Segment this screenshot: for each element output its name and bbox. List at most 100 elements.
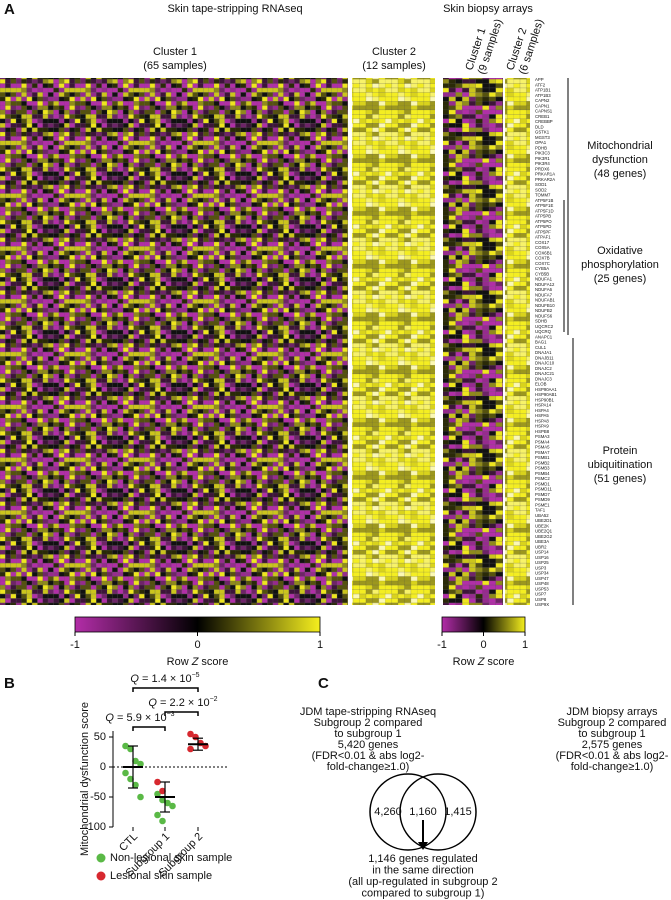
data-point: [132, 757, 139, 765]
gene-label: USP34: [535, 571, 549, 576]
label-part: Z: [191, 656, 200, 668]
gene-label: USP48: [535, 581, 549, 586]
gene-label: NDUFA6: [535, 287, 553, 292]
set-description: fold-change≥1.0): [327, 761, 409, 773]
gene-label: UBE2G2: [535, 534, 553, 539]
cluster-label: Cluster 1: [153, 46, 197, 58]
set-description: Subgroup 2 compared: [558, 717, 667, 729]
group-label: ubiquitination: [588, 459, 653, 471]
gene-label: APP: [535, 77, 544, 82]
gene-label: UBR2: [535, 544, 547, 549]
venn-circle: [369, 773, 447, 851]
gene-label: UBE3A: [535, 539, 549, 544]
gene-label: COX6B1: [535, 250, 553, 255]
gene-label: PRKAR2A: [535, 177, 555, 182]
group-label: Mitochondrial: [587, 140, 652, 152]
title: Skin tape-stripping RNAseq: [167, 3, 302, 15]
gene-label: HSP90AA1: [535, 387, 557, 392]
gene-label: USP8: [535, 597, 547, 602]
venn-count: 1,160: [409, 806, 437, 818]
set-description: 5,420 genes: [338, 739, 399, 751]
data-point: [137, 793, 144, 801]
group-label: Protein: [603, 445, 638, 457]
gene-label: CAPN2: [535, 98, 550, 103]
gene-label: SOD2: [535, 187, 547, 192]
gene-label: PSMB3: [535, 466, 550, 471]
gene-label: NDUFB10: [535, 303, 555, 308]
colorbar: [74, 616, 321, 633]
gene-label: DLD: [535, 124, 544, 129]
gene-label: NDUFS6: [535, 313, 553, 318]
cluster-label: (12 samples): [362, 60, 426, 72]
gene-label: DNAJA1: [535, 350, 552, 355]
colorbar-tick-label: 1: [522, 639, 528, 651]
data-point: [122, 769, 129, 777]
data-point: [132, 781, 139, 789]
cluster-label: Cluster 2: [372, 46, 416, 58]
gene-label: USP53: [535, 586, 549, 591]
significance-bracket: [132, 726, 166, 731]
gene-label: PSMA5: [535, 445, 550, 450]
q-value: Q = 5.9 × 10−3: [105, 711, 174, 724]
arrow-head: [418, 842, 428, 850]
set-description: 2,575 genes: [582, 739, 643, 751]
legend-label: Non-lesional skin sample: [110, 852, 232, 864]
heatmap-cluster1: [443, 78, 503, 605]
gene-label: COX7C: [535, 261, 550, 266]
q-value: Q = 1.4 × 10−5: [130, 672, 199, 685]
colorbar-tick-label: 0: [480, 639, 486, 651]
gene-label: NDUFA7: [535, 292, 553, 297]
gene-label: HSPA4: [535, 408, 549, 413]
gene-label: HSPA5: [535, 413, 549, 418]
gene-label: COX17: [535, 240, 550, 245]
q-text: = 2.2 × 10: [157, 697, 210, 709]
gene-label: NDUFA12: [535, 282, 555, 287]
gene-label: USP3: [535, 565, 547, 570]
heatmap-cluster2: [352, 78, 435, 605]
gene-label: COX5A: [535, 245, 550, 250]
colorbar: [441, 616, 526, 633]
colorbar-tick-label: -1: [70, 639, 80, 651]
title: Skin biopsy arrays: [443, 3, 533, 15]
gene-label: ATPAF1: [535, 235, 551, 240]
label-part: score: [487, 656, 514, 668]
gene-brackets: [563, 78, 574, 605]
gene-label: USP25: [535, 560, 549, 565]
gene-label: USP16: [535, 555, 549, 560]
gene-label: UQCRQ: [535, 329, 552, 334]
gene-label: PSMB4: [535, 471, 550, 476]
gene-label: PSMA3: [535, 434, 550, 439]
gene-label: DNAJB11: [535, 355, 554, 360]
gene-label: ATP5PF: [535, 229, 551, 234]
gene-label: MGST3: [535, 135, 550, 140]
heatmap-cluster2: [505, 78, 530, 605]
gene-label: NDUFB2: [535, 308, 553, 313]
gene-label: ATP5PO: [535, 219, 552, 224]
gene-label: PIK3R4: [535, 161, 550, 166]
legend-label: Lesional skin sample: [110, 870, 212, 882]
gene-label: OPA1: [535, 140, 547, 145]
gene-label: CREBBP: [535, 119, 553, 124]
gene-label: PSME1: [535, 502, 550, 507]
gene-label: BAG1: [535, 340, 547, 345]
gene-label: NDUFA1: [535, 277, 553, 282]
gene-label: ATP5F1E: [535, 203, 553, 208]
gene-label: PRKAR1A: [535, 172, 555, 177]
gene-label: DNAJC3: [535, 376, 552, 381]
gene-label: UBE2Q1: [535, 529, 553, 534]
group-label: (51 genes): [594, 473, 647, 485]
gene-label: PIK3R1: [535, 156, 550, 161]
y-tick-label: 50: [94, 731, 106, 743]
data-point: [154, 790, 161, 798]
q-symbol: Q: [105, 712, 114, 724]
group-label: phosphorylation: [581, 259, 659, 271]
group-label: dysfunction: [592, 154, 648, 166]
data-point: [154, 811, 161, 819]
gene-label: PDHB: [535, 145, 547, 150]
y-axis-label: Mitochondrial dysfunction score: [79, 702, 91, 856]
q-symbol: Q: [148, 697, 157, 709]
gene-label: CUL1: [535, 345, 547, 350]
